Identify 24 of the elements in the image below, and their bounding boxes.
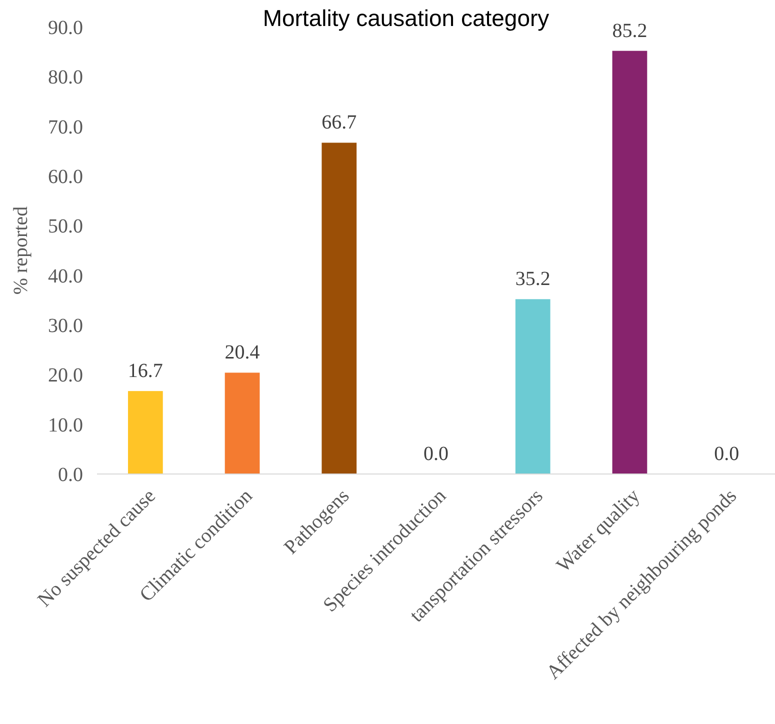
data-label: 85.2 bbox=[612, 20, 648, 42]
data-label: 35.2 bbox=[515, 268, 550, 290]
bar bbox=[128, 391, 163, 474]
y-tick-label: 80.0 bbox=[48, 66, 83, 89]
chart-title: Mortality causation category bbox=[262, 5, 550, 31]
y-tick-label: 70.0 bbox=[48, 116, 83, 138]
data-label: 16.7 bbox=[128, 360, 163, 382]
y-tick-label: 50.0 bbox=[48, 216, 83, 238]
data-label: 0.0 bbox=[714, 443, 740, 465]
bar bbox=[224, 372, 260, 474]
data-label: 20.4 bbox=[224, 342, 260, 364]
y-tick-label: 90.0 bbox=[48, 17, 83, 39]
data-label: 66.7 bbox=[322, 112, 357, 134]
bar bbox=[322, 142, 357, 474]
data-label: 0.0 bbox=[424, 443, 448, 465]
y-axis-title: % reported bbox=[10, 206, 32, 295]
y-tick-label: 40.0 bbox=[48, 265, 83, 288]
y-tick-label: 60.0 bbox=[48, 166, 83, 188]
bar bbox=[515, 299, 550, 474]
y-tick-label: 30.0 bbox=[48, 315, 83, 337]
y-tick-label: 0.0 bbox=[58, 464, 83, 486]
bar bbox=[612, 50, 648, 474]
y-tick-label: 10.0 bbox=[48, 414, 83, 436]
y-tick-label: 20.0 bbox=[48, 364, 83, 387]
